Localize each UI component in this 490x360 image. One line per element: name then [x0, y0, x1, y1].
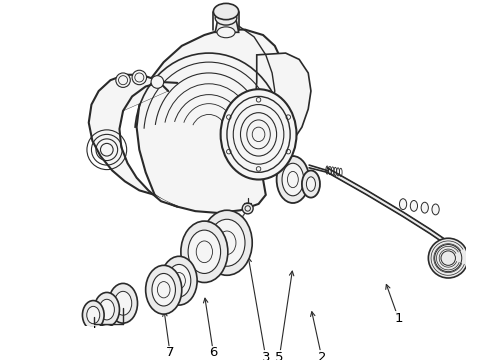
Text: 7: 7: [166, 346, 174, 359]
Polygon shape: [89, 75, 177, 207]
Ellipse shape: [167, 265, 191, 297]
Ellipse shape: [217, 27, 235, 38]
Polygon shape: [327, 168, 450, 247]
Ellipse shape: [277, 156, 309, 203]
Ellipse shape: [99, 299, 114, 320]
Ellipse shape: [209, 219, 245, 266]
Text: 6: 6: [209, 346, 218, 359]
Ellipse shape: [94, 292, 120, 327]
Circle shape: [116, 73, 130, 87]
Ellipse shape: [215, 11, 237, 25]
Ellipse shape: [188, 230, 220, 274]
Text: 3: 3: [262, 351, 270, 360]
Circle shape: [151, 76, 164, 88]
Circle shape: [242, 203, 253, 214]
Ellipse shape: [421, 202, 428, 213]
Ellipse shape: [241, 113, 277, 156]
Ellipse shape: [282, 163, 304, 196]
Circle shape: [428, 238, 468, 278]
Ellipse shape: [202, 210, 252, 275]
Ellipse shape: [220, 89, 296, 180]
Text: 2: 2: [318, 351, 326, 360]
Ellipse shape: [399, 199, 407, 210]
Polygon shape: [137, 30, 284, 213]
Circle shape: [132, 70, 147, 85]
Ellipse shape: [306, 177, 316, 191]
Text: 5: 5: [275, 351, 284, 360]
Ellipse shape: [302, 171, 320, 198]
Ellipse shape: [410, 201, 417, 211]
Ellipse shape: [82, 301, 104, 329]
Polygon shape: [215, 19, 239, 32]
Polygon shape: [254, 53, 311, 154]
Ellipse shape: [109, 283, 138, 323]
Text: 1: 1: [394, 312, 403, 325]
Text: 4: 4: [88, 318, 97, 330]
Ellipse shape: [181, 221, 228, 283]
Ellipse shape: [146, 265, 182, 314]
Ellipse shape: [213, 3, 239, 20]
Ellipse shape: [152, 274, 175, 306]
Ellipse shape: [161, 256, 197, 305]
Ellipse shape: [87, 306, 100, 324]
Ellipse shape: [114, 291, 132, 315]
Ellipse shape: [432, 204, 439, 215]
